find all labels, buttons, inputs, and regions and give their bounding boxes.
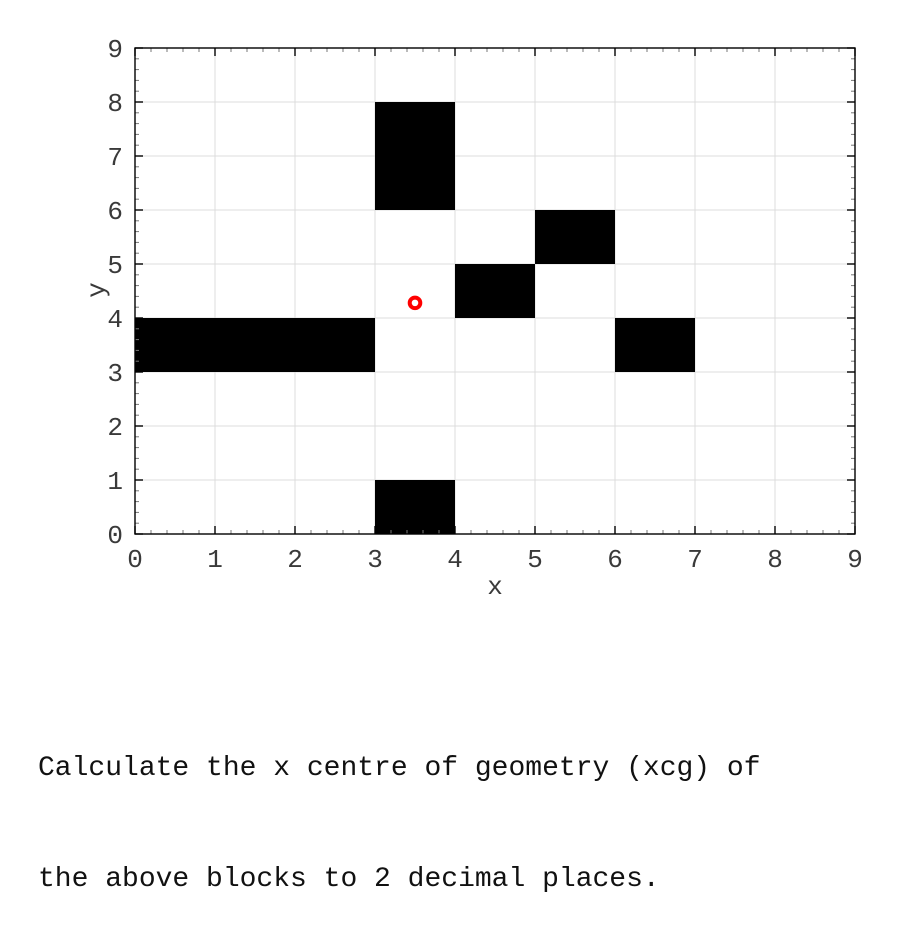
x-tick-label: 4 — [447, 545, 463, 575]
y-tick-label: 4 — [107, 305, 123, 335]
x-tick-label: 3 — [367, 545, 383, 575]
block-rect — [615, 318, 695, 372]
plot-border — [134, 47, 856, 535]
y-tick-label: 6 — [107, 197, 123, 227]
y-tick-label: 1 — [107, 467, 123, 497]
block-rect — [375, 480, 455, 534]
x-axis-label: x — [487, 572, 503, 602]
x-tick-label: 5 — [527, 545, 543, 575]
question-line: Calculate the x centre of geometry (xcg)… — [38, 753, 761, 784]
y-tick-label: 2 — [107, 413, 123, 443]
x-tick-label: 7 — [687, 545, 703, 575]
block-rect — [135, 318, 375, 372]
plot-svg: 0 1 2 3 4 5 6 7 8 9 0 1 2 3 4 5 6 7 8 9 — [107, 35, 863, 575]
question-line: the above blocks to 2 decimal places. — [38, 864, 660, 895]
x-tick-label: 0 — [127, 545, 143, 575]
question-text: Calculate the x centre of geometry (xcg)… — [38, 676, 761, 935]
block-rect — [455, 264, 535, 318]
y-tick-label: 5 — [107, 251, 123, 281]
y-tick-label: 7 — [107, 143, 123, 173]
x-tick-label: 9 — [847, 545, 863, 575]
y-tick-label: 0 — [107, 521, 123, 551]
x-tick-label: 2 — [287, 545, 303, 575]
x-tick-label: 8 — [767, 545, 783, 575]
cog-marker — [407, 295, 423, 311]
x-tick-label: 6 — [607, 545, 623, 575]
y-axis-label: y — [82, 282, 112, 298]
block-rect — [375, 102, 455, 210]
x-tick-label: 1 — [207, 545, 223, 575]
y-tick-label: 8 — [107, 89, 123, 119]
block-rect — [535, 210, 615, 264]
y-tick-label: 3 — [107, 359, 123, 389]
y-tick-label: 9 — [107, 35, 123, 65]
